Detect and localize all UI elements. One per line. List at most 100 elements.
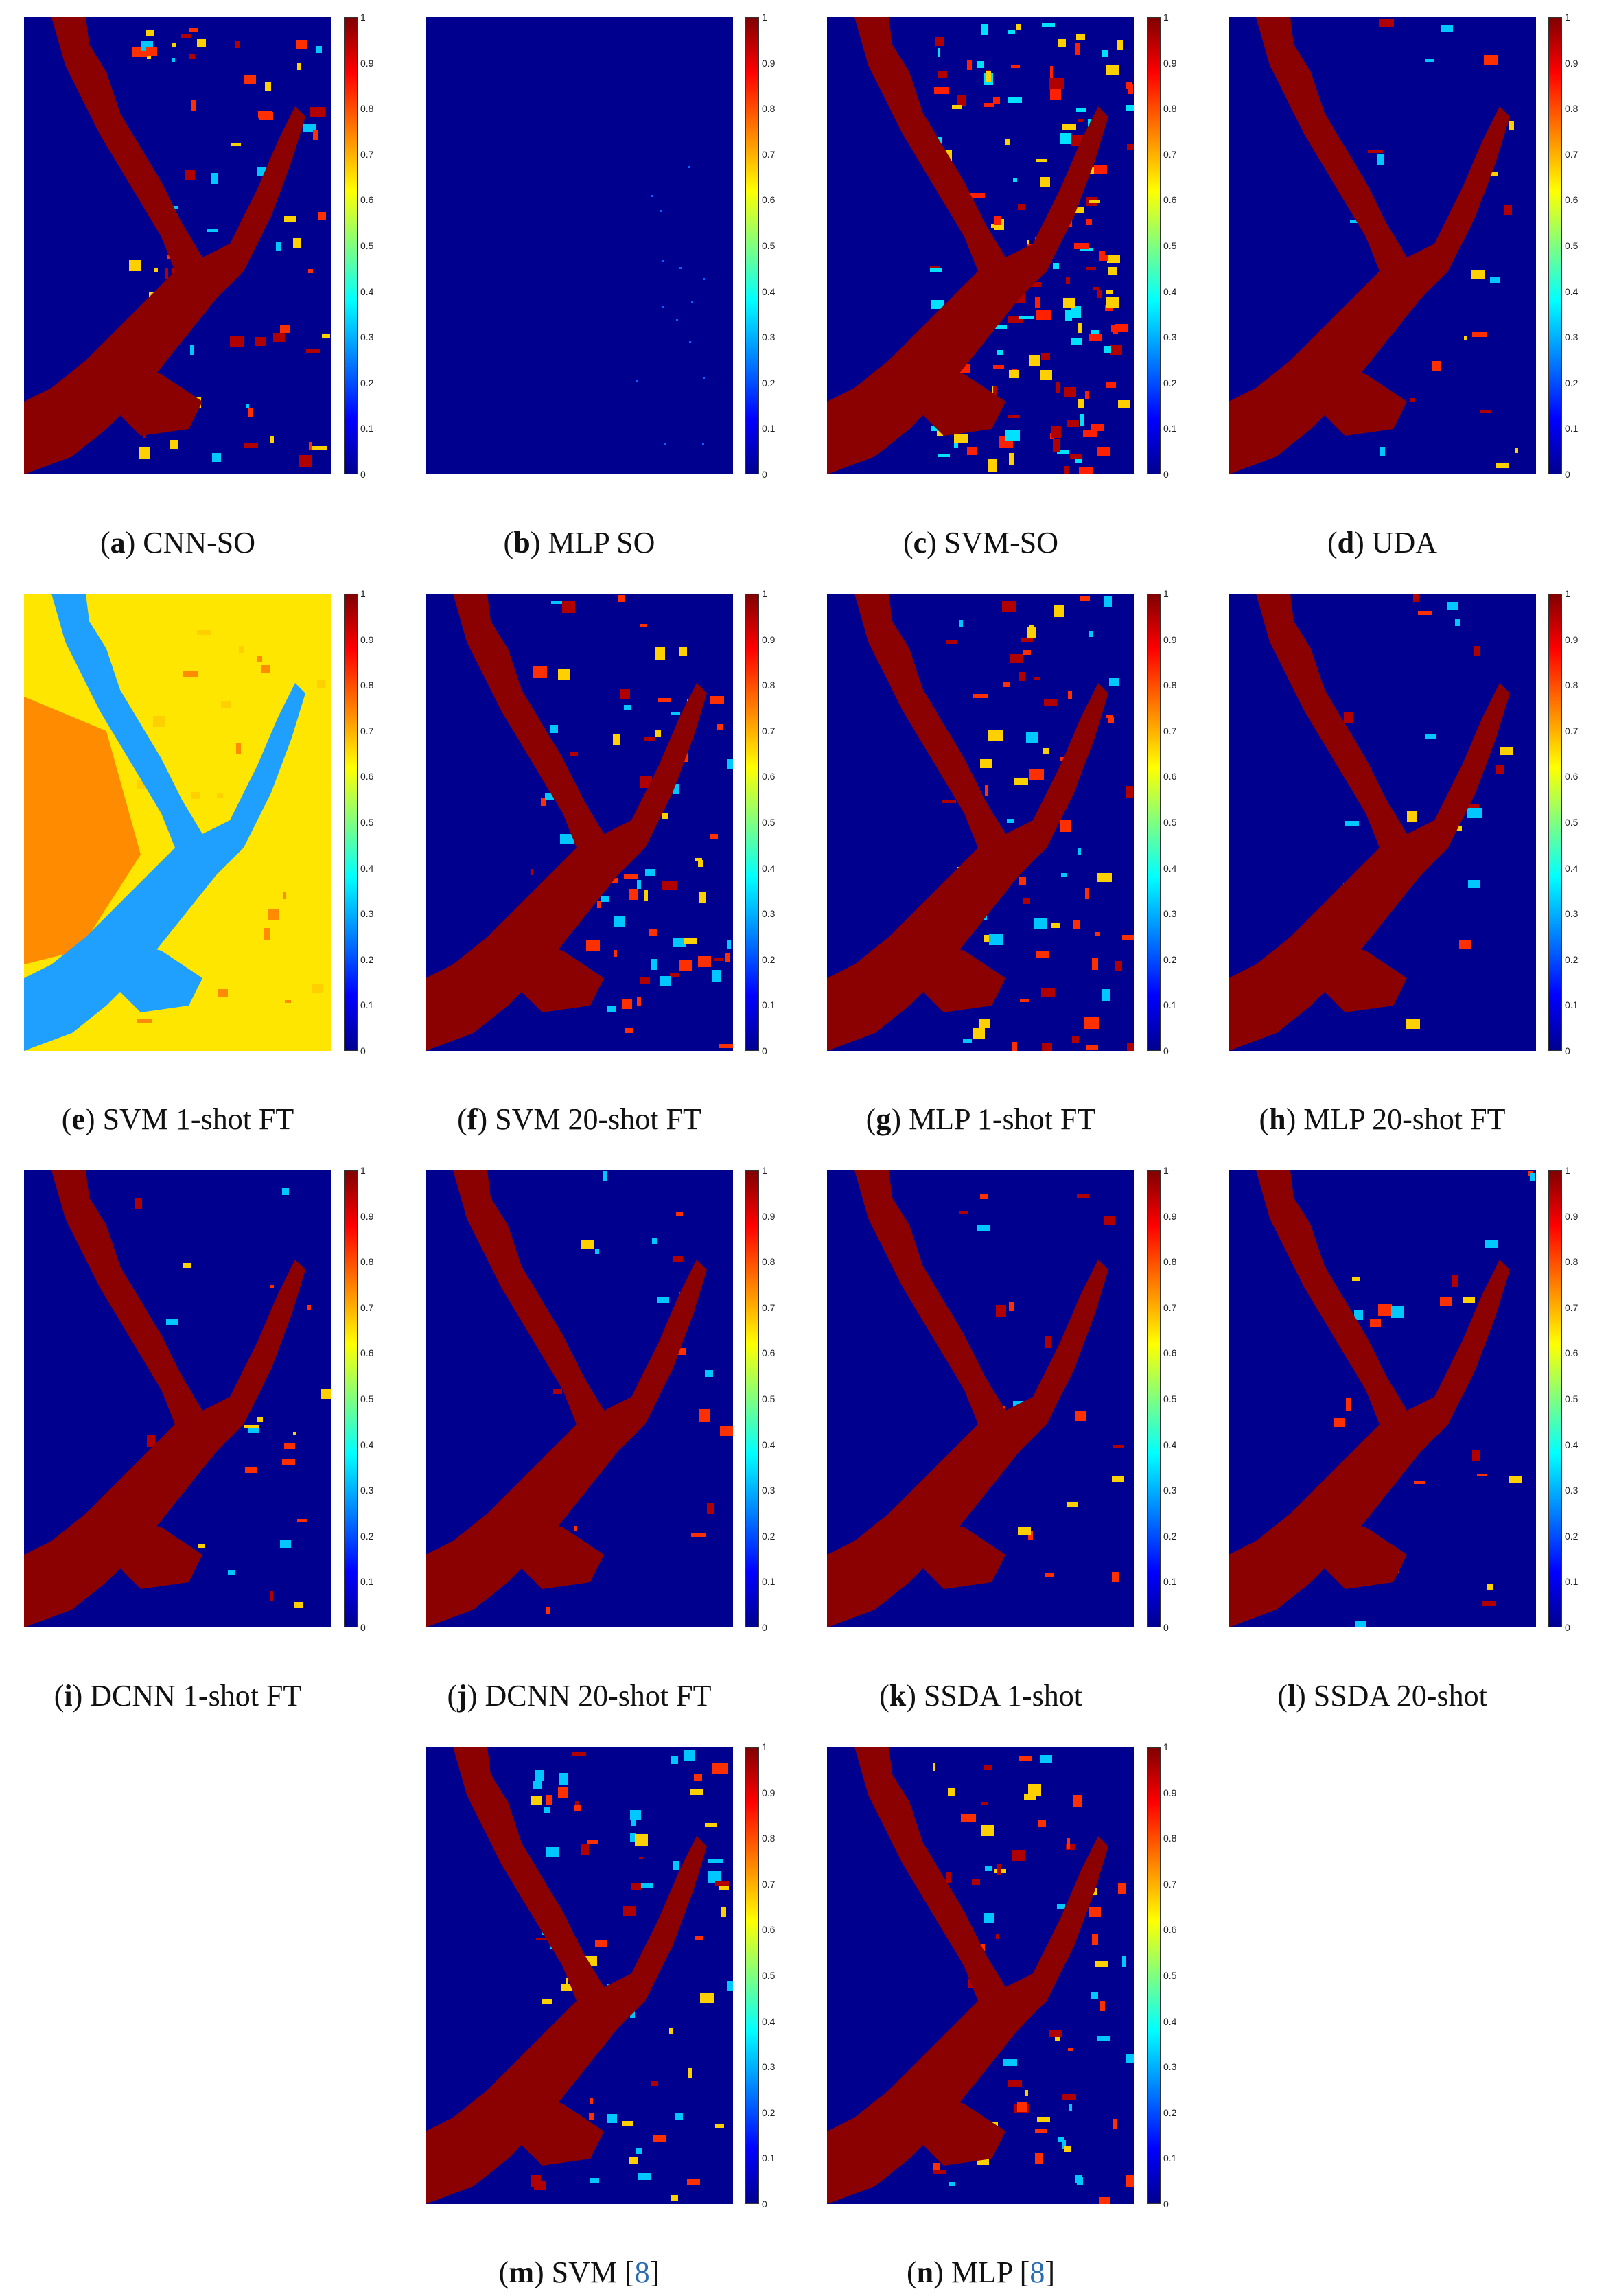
- colorbar-tick-label: 0.2: [1565, 1530, 1579, 1542]
- detection-blob: [1078, 119, 1083, 122]
- detection-blob: [1053, 439, 1060, 452]
- detection-blob: [952, 105, 962, 109]
- colorbar: [344, 594, 358, 1051]
- detection-blob: [984, 1913, 994, 1923]
- colorbar-tick-label: 1: [1163, 1741, 1169, 1752]
- colorbar-tick-label: 0.5: [360, 817, 374, 828]
- panel-letter: d: [1337, 526, 1355, 559]
- detection-blob: [574, 1526, 577, 1531]
- detection-blob: [1496, 463, 1509, 468]
- detection-blob: [1472, 332, 1487, 337]
- panel-caption: (j) DCNN 20-shot FT: [447, 1679, 712, 1713]
- detection-blob: [1487, 1584, 1493, 1590]
- detection-blob: [1040, 177, 1050, 187]
- detection-blob: [1009, 453, 1014, 465]
- detection-blob: [1042, 1043, 1052, 1051]
- detection-blob: [317, 680, 325, 688]
- colorbar-tick-label: 1: [762, 588, 767, 599]
- colorbar-tick-label: 0.7: [360, 148, 374, 160]
- detection-blob: [946, 1872, 951, 1883]
- colorbar-tick-label: 0.1: [1163, 999, 1177, 1011]
- detection-blob: [721, 1907, 726, 1917]
- detection-blob: [1118, 1883, 1126, 1894]
- detection-blob: [562, 601, 575, 613]
- detection-blob: [1515, 448, 1518, 453]
- detection-blob: [687, 2179, 700, 2185]
- probability-map: [827, 594, 1134, 1051]
- detection-blob: [1091, 424, 1104, 431]
- detection-blob: [1019, 877, 1026, 885]
- colorbar-tick-label: 0.6: [1565, 194, 1579, 206]
- panel-letter: e: [71, 1102, 85, 1136]
- panel-label: MLP 20-shot FT: [1303, 1102, 1506, 1136]
- detection-blob: [1043, 748, 1049, 754]
- colorbar-tick-label: 0.2: [1565, 377, 1579, 389]
- detection-blob: [997, 350, 1003, 355]
- detection-blob: [1500, 747, 1513, 755]
- detection-blob: [614, 950, 617, 957]
- detection-blob: [710, 696, 724, 704]
- detection-blob: [1127, 1043, 1134, 1051]
- colorbar-tick-label: 0.9: [1163, 634, 1177, 645]
- detection-blob: [1346, 1398, 1351, 1411]
- detection-blob: [985, 1866, 992, 1871]
- detection-blob: [1008, 316, 1023, 323]
- detection-blob: [146, 30, 154, 36]
- colorbar-tick-label: 0.9: [1565, 634, 1579, 645]
- colorbar-tick-label: 0: [1565, 1622, 1570, 1633]
- detection-blob: [137, 1019, 152, 1023]
- detection-blob: [1084, 1017, 1099, 1029]
- detection-blob: [589, 2113, 594, 2120]
- detection-blob: [1127, 144, 1134, 150]
- detection-blob: [248, 1426, 259, 1433]
- colorbar-tick-label: 0.4: [1163, 1439, 1177, 1450]
- panel-caption: (n) MLP [8]: [907, 2256, 1055, 2289]
- detection-blob: [671, 1756, 678, 1764]
- detection-blob: [303, 124, 316, 132]
- detection-blob: [710, 834, 718, 839]
- colorbar-tick-label: 0.1: [762, 2153, 776, 2164]
- detection-blob: [1414, 1481, 1425, 1484]
- detection-blob: [1079, 467, 1093, 474]
- citation-link[interactable]: 8: [634, 2256, 650, 2289]
- detection-blob: [1496, 765, 1504, 774]
- detection-blob: [1076, 34, 1085, 40]
- detection-blob: [572, 1752, 586, 1756]
- detection-blob: [653, 2135, 666, 2142]
- detection-blob: [1097, 447, 1110, 456]
- detection-blob: [972, 1879, 980, 1885]
- detection-blob: [1102, 989, 1110, 1001]
- detection-blob: [1100, 2001, 1105, 2011]
- detection-blob: [984, 935, 992, 942]
- detection-blob: [662, 881, 677, 890]
- colorbar-tick-label: 0.5: [1565, 1393, 1579, 1404]
- detection-blob: [293, 238, 301, 248]
- detection-blob: [1104, 596, 1112, 607]
- detection-blob: [930, 268, 942, 272]
- colorbar-tick-label: 0.2: [360, 953, 374, 965]
- detection-blob: [559, 1773, 568, 1785]
- detection-blob: [690, 1789, 703, 1795]
- colorbar-tick-label: 0.8: [762, 680, 776, 691]
- detection-blob: [270, 1285, 274, 1288]
- detection-blob: [1407, 811, 1417, 822]
- colorbar-tick-label: 0.6: [762, 771, 776, 782]
- detection-blob: [614, 916, 625, 927]
- detection-blob: [1012, 1042, 1017, 1051]
- panel-caption: (i) DCNN 1-shot FT: [54, 1679, 302, 1713]
- colorbar-ticks: 1 0.9 0.8 0.7 0.6 0.5 0.4 0.3 0.2 0.1 0: [1565, 589, 1592, 1056]
- colorbar-tick-label: 0.9: [1565, 1210, 1579, 1222]
- detection-blob: [284, 216, 296, 222]
- detection-blob: [1058, 39, 1066, 47]
- detection-blob: [218, 989, 228, 997]
- colorbar: [745, 1747, 759, 2204]
- orange-region: [24, 697, 141, 964]
- probability-map: [426, 1747, 733, 2204]
- colorbar-tick-label: 0.1: [762, 1576, 776, 1588]
- detection-blob: [1060, 133, 1071, 144]
- detection-blob: [997, 1864, 1001, 1875]
- detection-blob: [1024, 1794, 1036, 1800]
- citation-link[interactable]: 8: [1029, 2256, 1045, 2289]
- detection-blob: [1060, 820, 1071, 832]
- detection-blob: [1062, 2094, 1076, 2100]
